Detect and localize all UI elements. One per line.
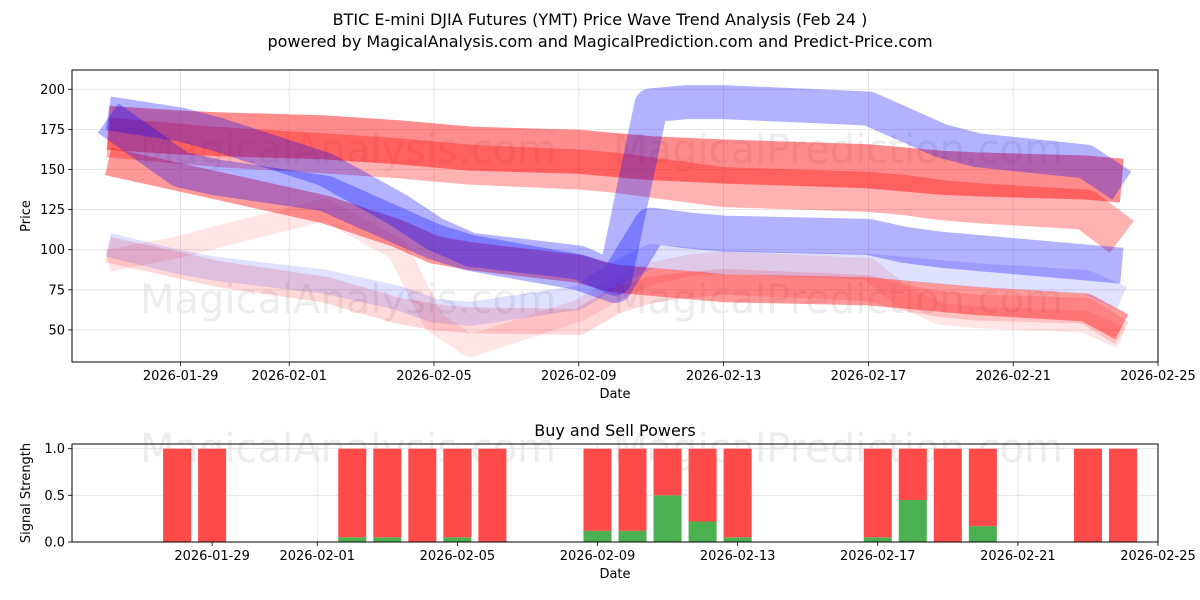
axes-frame <box>71 443 1159 543</box>
sell-bar <box>723 448 752 538</box>
buy-bar <box>968 526 997 542</box>
y-tick-label: 100 <box>40 243 65 258</box>
sell-bar <box>583 448 612 531</box>
x-tick-label: 2026-02-01 <box>251 369 327 384</box>
red-wave-2-series-line <box>106 117 1134 253</box>
y-tick-label: 150 <box>40 163 65 178</box>
red-wave-1-series-line <box>106 105 1124 203</box>
y-tick-label: 175 <box>40 123 65 138</box>
axes-frame <box>71 69 1159 363</box>
x-tick-label: 2026-02-01 <box>279 549 355 564</box>
sell-bar <box>618 448 647 531</box>
x-tick-label: 2026-02-05 <box>396 369 472 384</box>
sell-bar <box>688 448 717 522</box>
y-tick-label: 125 <box>40 203 65 218</box>
x-tick-label: 2026-01-29 <box>174 549 250 564</box>
x-axis-label: Date <box>599 567 630 582</box>
blue-wave-3-series-line <box>105 233 1127 326</box>
buy-bar <box>723 537 752 542</box>
x-tick-label: 2026-02-25 <box>1120 369 1196 384</box>
blue-wave-1-series-line <box>105 85 1132 296</box>
x-tick-label: 2026-02-17 <box>840 549 916 564</box>
y-tick-label: 50 <box>48 323 65 338</box>
watermark-text: MagicalPrediction.com <box>613 127 1063 173</box>
y-tick-label: 0.0 <box>44 536 65 551</box>
x-tick-label: 2026-02-09 <box>541 369 617 384</box>
buy-bar <box>338 537 367 542</box>
sell-bar <box>338 448 367 538</box>
blue-wave-2-series-line <box>97 103 1124 303</box>
sell-bar <box>933 448 962 542</box>
x-tick-label: 2026-02-13 <box>686 369 762 384</box>
red-wave-5-series-line <box>106 198 1127 357</box>
wave-group <box>97 85 1134 357</box>
red-wave-4-series-line <box>105 237 1129 345</box>
y-tick-label: 200 <box>40 83 65 98</box>
buy-bar <box>443 537 472 542</box>
x-tick-label: 2026-02-13 <box>700 549 776 564</box>
sell-bar <box>163 448 192 542</box>
y-tick-label: 75 <box>48 283 65 298</box>
price-chart-panel: 2026-01-29 2026-02-01 2026-02-05 2026-02-09… <box>19 69 1196 402</box>
x-tick-label: 2026-01-29 <box>143 369 219 384</box>
y-axis-label: Price <box>19 200 34 232</box>
sell-bar <box>1108 448 1137 542</box>
watermark-text: MagicalAnalysis.com <box>140 277 556 323</box>
x-tick-label: 2026-02-21 <box>980 549 1056 564</box>
sell-bar <box>443 448 472 538</box>
sell-bar <box>653 448 682 496</box>
y-tick-label: 0.5 <box>44 489 65 504</box>
buy-bar <box>373 537 402 542</box>
buy-bar <box>583 530 612 542</box>
red-wave-3-series-line <box>105 147 1129 340</box>
x-tick-label: 2026-02-21 <box>975 369 1051 384</box>
sell-bar <box>478 448 507 542</box>
watermark-text: MagicalPrediction.com <box>613 277 1063 323</box>
chart-title-line-1: BTIC E-mini DJIA Futures (YMT) Price Wav… <box>333 10 868 29</box>
x-axis-label: Date <box>599 387 630 402</box>
chart-title-line-2: powered by MagicalAnalysis.com and Magic… <box>267 32 932 51</box>
sell-bar <box>1073 448 1102 542</box>
sell-bar <box>863 448 892 538</box>
buy-bar <box>618 530 647 542</box>
buy-bar <box>653 495 682 542</box>
x-tick-label: 2026-02-05 <box>420 549 496 564</box>
x-tick-label: 2026-02-25 <box>1120 549 1196 564</box>
watermark-text: MagicalAnalysis.com <box>140 127 556 173</box>
x-tick-label: 2026-02-17 <box>831 369 907 384</box>
x-tick-label: 2026-02-09 <box>560 549 636 564</box>
buy-bar <box>863 537 892 542</box>
y-axis-label: Signal Strength <box>19 443 34 543</box>
buy-bar <box>898 500 927 542</box>
sell-bar <box>898 448 927 500</box>
sell-bar <box>408 448 437 542</box>
sell-bar <box>968 448 997 527</box>
panel-title: Buy and Sell Powers <box>534 421 696 440</box>
y-tick-label: 1.0 <box>44 442 65 457</box>
sell-bar <box>373 448 402 538</box>
buy-bar <box>688 521 717 542</box>
buy-sell-power-panel: 2026-01-29 2026-02-01 2026-02-05 2026-02-09… <box>19 421 1196 582</box>
sell-bar <box>198 448 227 542</box>
